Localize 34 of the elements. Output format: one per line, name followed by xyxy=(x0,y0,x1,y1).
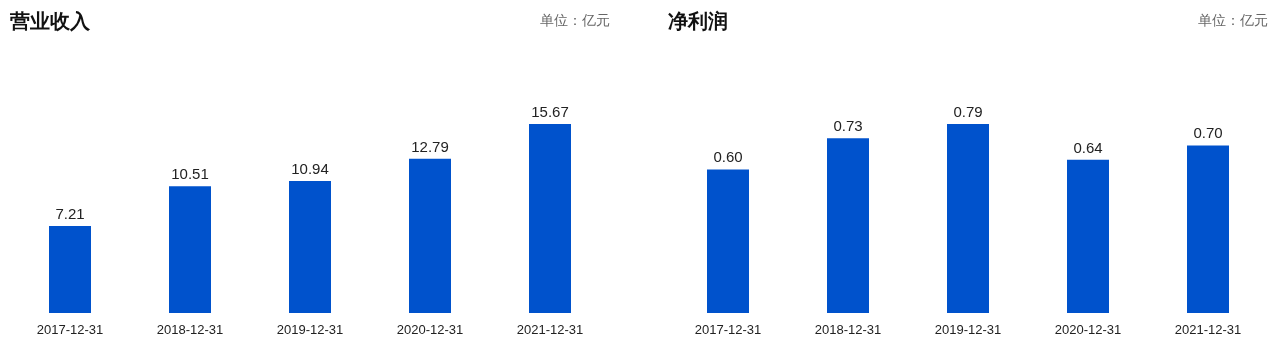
data-label: 12.79 xyxy=(411,137,449,155)
text: 单位：亿元 xyxy=(1198,12,1268,28)
x-tick-label: 2020-12-31 xyxy=(1054,321,1122,337)
x-tick-label: 2017-12-31 xyxy=(36,321,104,337)
chart-title: 净利润 xyxy=(668,10,728,32)
bar xyxy=(1067,159,1109,313)
x-tick-label: 2018-12-31 xyxy=(814,321,882,337)
bar xyxy=(49,226,91,313)
x-tick-label: 2017-12-31 xyxy=(694,321,762,337)
x-tick-label: 2020-12-31 xyxy=(396,321,464,337)
bar xyxy=(1187,145,1229,313)
x-tick-label: 2019-12-31 xyxy=(934,321,1002,337)
bar xyxy=(289,180,331,313)
bar xyxy=(827,138,869,313)
bar xyxy=(947,123,989,313)
x-tick-label: 2021-12-31 xyxy=(516,321,584,337)
chart-title: 营业收入 xyxy=(9,10,91,32)
text: 单位：亿元 xyxy=(540,12,610,28)
bar xyxy=(529,123,571,313)
data-label: 0.70 xyxy=(1193,124,1223,142)
data-label: 0.60 xyxy=(713,148,743,166)
data-label: 10.51 xyxy=(171,165,209,183)
bar xyxy=(409,158,451,313)
data-label: 0.73 xyxy=(833,117,863,135)
bar xyxy=(169,186,211,313)
x-tick-label: 2018-12-31 xyxy=(156,321,224,337)
x-tick-label: 2019-12-31 xyxy=(276,321,344,337)
data-label: 15.67 xyxy=(531,102,569,120)
data-label: 0.64 xyxy=(1073,138,1103,156)
data-label: 10.94 xyxy=(291,159,329,177)
data-label: 7.21 xyxy=(55,205,85,222)
data-label: 0.79 xyxy=(953,102,983,120)
bar xyxy=(707,169,749,313)
x-tick-label: 2021-12-31 xyxy=(1174,321,1242,337)
